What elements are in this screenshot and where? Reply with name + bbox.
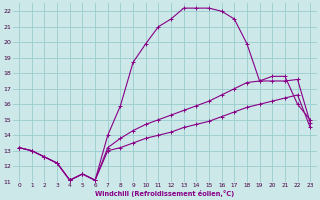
X-axis label: Windchill (Refroidissement éolien,°C): Windchill (Refroidissement éolien,°C) xyxy=(95,190,234,197)
